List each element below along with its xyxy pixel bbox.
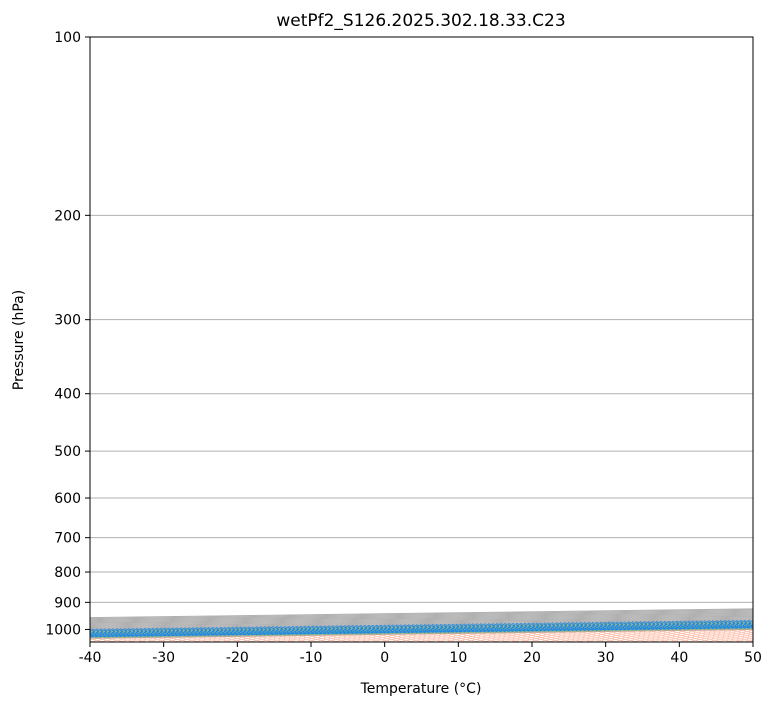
isotherm--70 [90,617,753,627]
isotherm--10 [90,623,753,633]
moist-adiabat-45 [90,628,753,639]
y-tick-label-8: 900 [54,595,81,611]
dry-adiabat-90 [143,633,753,642]
isotherm--120 [90,612,753,623]
x-tick-label-6: 20 [523,650,541,666]
dry-adiabat-130 [442,637,753,642]
isotherm--150 [90,609,753,620]
moist-adiabat-25 [90,626,753,637]
dry-adiabat-110 [293,635,753,642]
x-tick-label-1: -30 [152,650,175,666]
isotherm-40 [90,627,753,638]
isotherm--20 [90,622,753,632]
x-tick-label-3: -10 [300,650,323,666]
moist-adiabat-40 [90,627,753,638]
isotherm-0 [90,624,753,634]
dry-adiabat-40 [90,627,753,639]
dry-adiabat-30 [90,626,753,638]
y-axis-title: Pressure (hPa) [11,290,27,390]
dry-adiabat--10 [90,622,753,633]
background-lines [90,37,753,642]
y-tick-label-9: 1000 [45,622,81,638]
dry-adiabat-20 [90,625,753,637]
y-tick-label-4: 500 [54,444,81,460]
x-tick-label-2: -20 [226,650,249,666]
isotherm-30 [90,626,753,637]
dry-adiabat-80 [90,631,753,642]
y-tick-label-2: 300 [54,313,81,329]
isotherm-10 [90,625,753,635]
plot-frame [89,36,754,643]
moist-adiabat-10 [90,624,753,635]
y-tick-label-6: 700 [54,531,81,547]
dry-adiabat-140 [517,638,753,642]
x-tick-label-0: -40 [79,650,102,666]
y-tick-label-5: 600 [54,491,81,507]
isotherm--90 [90,615,753,626]
dry-adiabat-0 [90,623,753,634]
x-tick-label-5: 10 [449,650,467,666]
moist-adiabat--5 [90,623,753,634]
dry-adiabat-150 [591,639,753,642]
dry-adiabat-50 [90,628,753,640]
isotherm--100 [90,614,753,625]
isotherm--110 [90,613,753,624]
axes: -40 -30 -20 -10 0 10 20 30 40 50 100 200 300 400 500 60… [45,30,762,666]
x-axis-title: Temperature (°C) [360,681,482,697]
x-tick-label-4: 0 [380,650,389,666]
moist-adiabat-30 [90,627,753,637]
dry-adiabat-60 [90,629,753,641]
x-tick-label-9: 50 [744,650,762,666]
dry-adiabat-70 [90,630,753,642]
moist-adiabat-35 [90,627,753,638]
moist-adiabat--10 [90,622,753,633]
y-tick-label-1: 200 [54,208,81,224]
x-tick-label-8: 40 [670,650,688,666]
moist-adiabat-5 [90,624,753,635]
moist-adiabat--25 [90,621,753,632]
dry-adiabat-10 [90,624,753,636]
isotherm--40 [90,620,753,630]
isotherm--50 [90,619,753,629]
moist-adiabat--15 [90,622,753,633]
isotherm--160 [90,608,753,619]
dry-adiabat-120 [367,636,753,642]
dry-adiabat-170 [741,641,753,642]
dry-adiabat-160 [666,640,753,642]
moist-adiabat--30 [90,620,753,631]
isotherm--140 [90,610,753,621]
y-tick-label-3: 400 [54,387,81,403]
x-tick-label-7: 30 [597,650,615,666]
dry-adiabat--30 [90,620,753,631]
moist-adiabat-20 [90,625,753,636]
dry-adiabat--20 [90,621,753,632]
moist-adiabat--20 [90,621,753,632]
moist-adiabat-0 [90,623,753,634]
isotherm--60 [90,618,753,628]
y-tick-label-7: 800 [54,565,81,581]
isotherm-20 [90,625,753,636]
isotherm--30 [90,621,753,631]
isotherm--80 [90,616,753,627]
isotherm-50 [90,628,753,639]
moist-adiabat-15 [90,625,753,636]
y-tick-label-0: 100 [54,30,81,46]
chart-title: wetPf2_S126.2025.302.18.33.C23 [276,11,565,31]
isotherm--130 [90,611,753,622]
dry-adiabat-100 [218,634,753,642]
